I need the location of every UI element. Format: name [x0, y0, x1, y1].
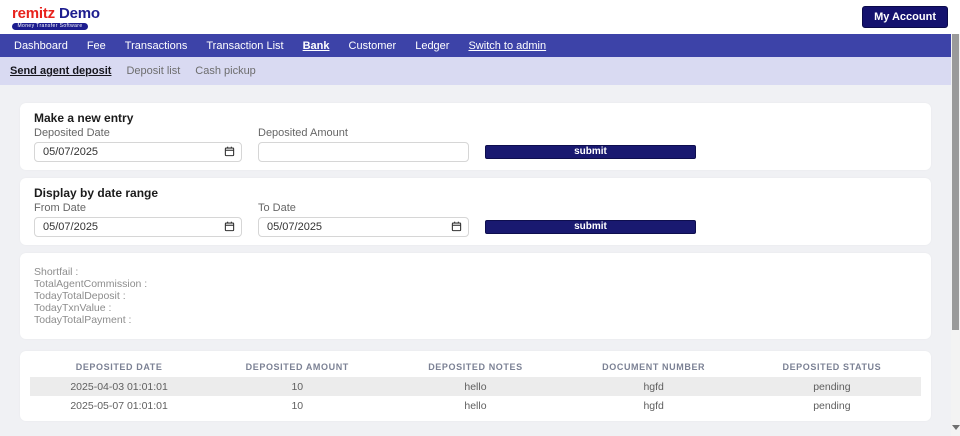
cell-document-number: hgfd	[643, 399, 664, 412]
deposited-amount-label: Deposited Amount	[258, 127, 348, 139]
col-deposited-notes: DEPOSITED NOTES	[428, 361, 523, 372]
stat-today-total-deposit: TodayTotalDeposit :	[34, 290, 126, 302]
stats-card: Shortfail : TotalAgentCommission : Today…	[20, 253, 931, 339]
cell-deposited-amount: 10	[291, 380, 304, 393]
subnav-item-cash-pickup[interactable]: Cash pickup	[195, 65, 256, 77]
cell-deposited-date: 2025-05-07 01:01:01	[70, 399, 168, 412]
stat-total-agent-commission: TotalAgentCommission :	[34, 278, 148, 290]
deposits-table-card: DEPOSITED DATE DEPOSITED AMOUNT DEPOSITE…	[20, 351, 931, 421]
vertical-scrollbar[interactable]	[951, 34, 960, 436]
deposits-table: DEPOSITED DATE DEPOSITED AMOUNT DEPOSITE…	[30, 356, 921, 415]
cell-deposited-status: pending	[813, 399, 851, 412]
nav-item-transaction-list[interactable]: Transaction List	[206, 39, 284, 52]
new-entry-submit-button[interactable]: submit	[485, 145, 696, 159]
cell-deposited-notes: hello	[464, 399, 487, 412]
nav-item-transactions[interactable]: Transactions	[124, 39, 188, 52]
deposited-date-input[interactable]	[34, 142, 242, 162]
main-nav: Dashboard Fee Transactions Transaction L…	[0, 34, 960, 57]
nav-item-fee[interactable]: Fee	[86, 39, 106, 52]
app-logo: remitz Demo Money Transfer Software	[12, 6, 100, 30]
nav-item-dashboard[interactable]: Dashboard	[14, 39, 68, 52]
table-header-row: DEPOSITED DATE DEPOSITED AMOUNT DEPOSITE…	[30, 356, 921, 377]
page-content: Make a new entry Deposited Date Deposite…	[0, 85, 951, 421]
logo-brand: remitz	[12, 5, 55, 22]
to-date-input[interactable]	[258, 217, 469, 237]
cell-document-number: hgfd	[643, 380, 664, 393]
nav-item-customer[interactable]: Customer	[348, 39, 397, 52]
col-document-number: DOCUMENT NUMBER	[602, 361, 706, 372]
logo-suffix: Demo	[58, 5, 100, 22]
logo-text: remitz Demo	[12, 6, 100, 21]
stat-today-total-payment: TodayTotalPayment :	[34, 314, 132, 326]
from-date-label: From Date	[34, 202, 86, 214]
stat-today-txn-value: TodayTxnValue :	[34, 302, 112, 314]
to-date-label: To Date	[258, 202, 296, 214]
new-entry-title: Make a new entry	[34, 111, 134, 125]
col-deposited-amount: DEPOSITED AMOUNT	[245, 361, 349, 372]
nav-item-ledger[interactable]: Ledger	[415, 39, 450, 52]
deposited-amount-input[interactable]	[258, 142, 469, 162]
deposited-date-label: Deposited Date	[34, 127, 110, 139]
scroll-down-arrow-icon[interactable]	[951, 423, 960, 432]
table-row: 2025-04-03 01:01:01 10 hello hgfd pendin…	[30, 377, 921, 396]
date-range-submit-button[interactable]: submit	[485, 220, 696, 234]
table-row: 2025-05-07 01:01:01 10 hello hgfd pendin…	[30, 396, 921, 415]
date-range-title: Display by date range	[34, 186, 159, 200]
subnav-item-deposit-list[interactable]: Deposit list	[126, 65, 181, 77]
cell-deposited-notes: hello	[464, 380, 487, 393]
my-account-button[interactable]: My Account	[862, 6, 948, 28]
subnav-item-send-agent-deposit[interactable]: Send agent deposit	[10, 65, 112, 77]
col-deposited-date: DEPOSITED DATE	[75, 361, 163, 372]
nav-item-switch-to-admin[interactable]: Switch to admin	[468, 39, 547, 52]
nav-item-bank[interactable]: Bank	[302, 39, 330, 52]
cell-deposited-status: pending	[813, 380, 851, 393]
new-entry-card: Make a new entry Deposited Date Deposite…	[20, 103, 931, 170]
bank-subnav: Send agent deposit Deposit list Cash pic…	[0, 57, 960, 85]
cell-deposited-date: 2025-04-03 01:01:01	[70, 380, 168, 393]
col-deposited-status: DEPOSITED STATUS	[782, 361, 882, 372]
cell-deposited-amount: 10	[291, 399, 304, 412]
scrollbar-thumb[interactable]	[952, 34, 959, 330]
from-date-input[interactable]	[34, 217, 242, 237]
date-range-card: Display by date range From Date To Date	[20, 178, 931, 245]
app-header: remitz Demo Money Transfer Software My A…	[0, 0, 960, 34]
stat-shortfail: Shortfail :	[34, 266, 79, 278]
logo-tagline: Money Transfer Software	[12, 23, 88, 30]
